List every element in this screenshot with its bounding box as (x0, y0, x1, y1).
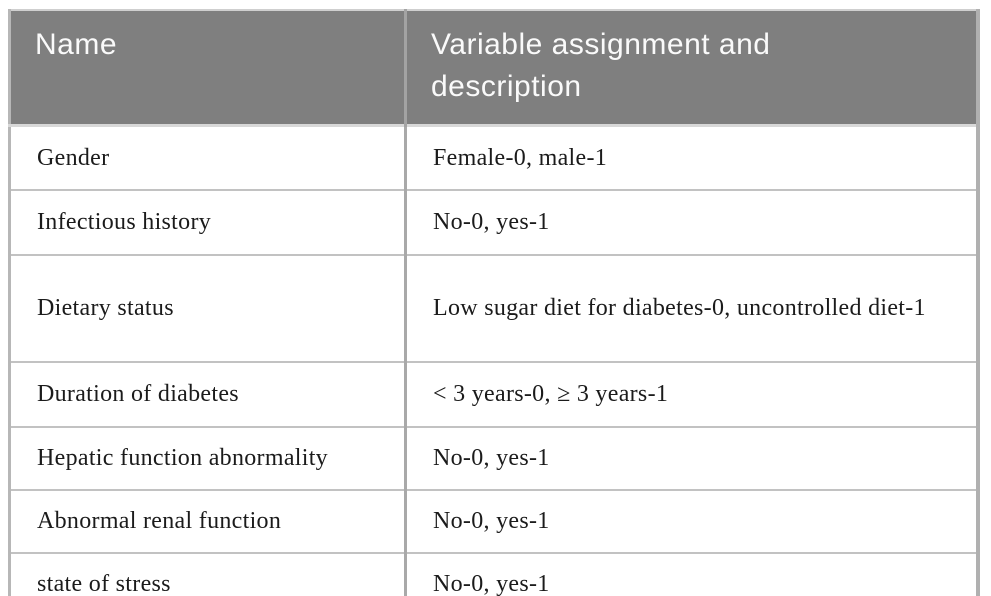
row-name-cell: Infectious history (37, 209, 212, 235)
header-name-label: Name (35, 28, 118, 61)
row-name-cell: state of stress (37, 570, 171, 596)
table-header-row: Name Variable assignment and description (9, 10, 978, 126)
row-name-cell: Hepatic function abnormality (37, 445, 328, 471)
row-description-cell: Female-0, male-1 (404, 125, 978, 190)
row-description-cell: No-0, yes-1 (404, 189, 978, 255)
variable-assignment-table: Name Variable assignment and description… (8, 9, 980, 596)
row-description-cell: No-0, yes-1 (404, 489, 978, 553)
table-row: Duration of diabetes < 3 years-0, ≥ 3 ye… (9, 361, 978, 427)
table-row: Hepatic function abnormality No-0, yes-1 (9, 426, 978, 490)
table-row: state of stress No-0, yes-1 (9, 552, 978, 596)
row-description-cell: < 3 years-0, ≥ 3 years-1 (404, 361, 978, 427)
row-description-cell: No-0, yes-1 (404, 426, 978, 490)
row-description-cell: Low sugar diet for diabetes-0, uncontrol… (404, 254, 978, 362)
table-row: Dietary status Low sugar diet for diabet… (9, 254, 978, 362)
row-description-cell: No-0, yes-1 (404, 552, 978, 596)
header-description-label: Variable assignment and description (431, 28, 771, 103)
table-row: Abnormal renal function No-0, yes-1 (9, 489, 978, 553)
row-name-cell: Duration of diabetes (37, 381, 239, 407)
header-cell-name: Name (9, 10, 406, 126)
row-name-cell: Abnormal renal function (37, 508, 282, 534)
row-name-cell: Dietary status (37, 295, 174, 321)
table-row: Gender Female-0, male-1 (10, 125, 978, 190)
table-row: Infectious history No-0, yes-1 (9, 189, 978, 255)
header-cell-description: Variable assignment and description (404, 10, 978, 126)
row-name-cell: Gender (37, 144, 110, 171)
